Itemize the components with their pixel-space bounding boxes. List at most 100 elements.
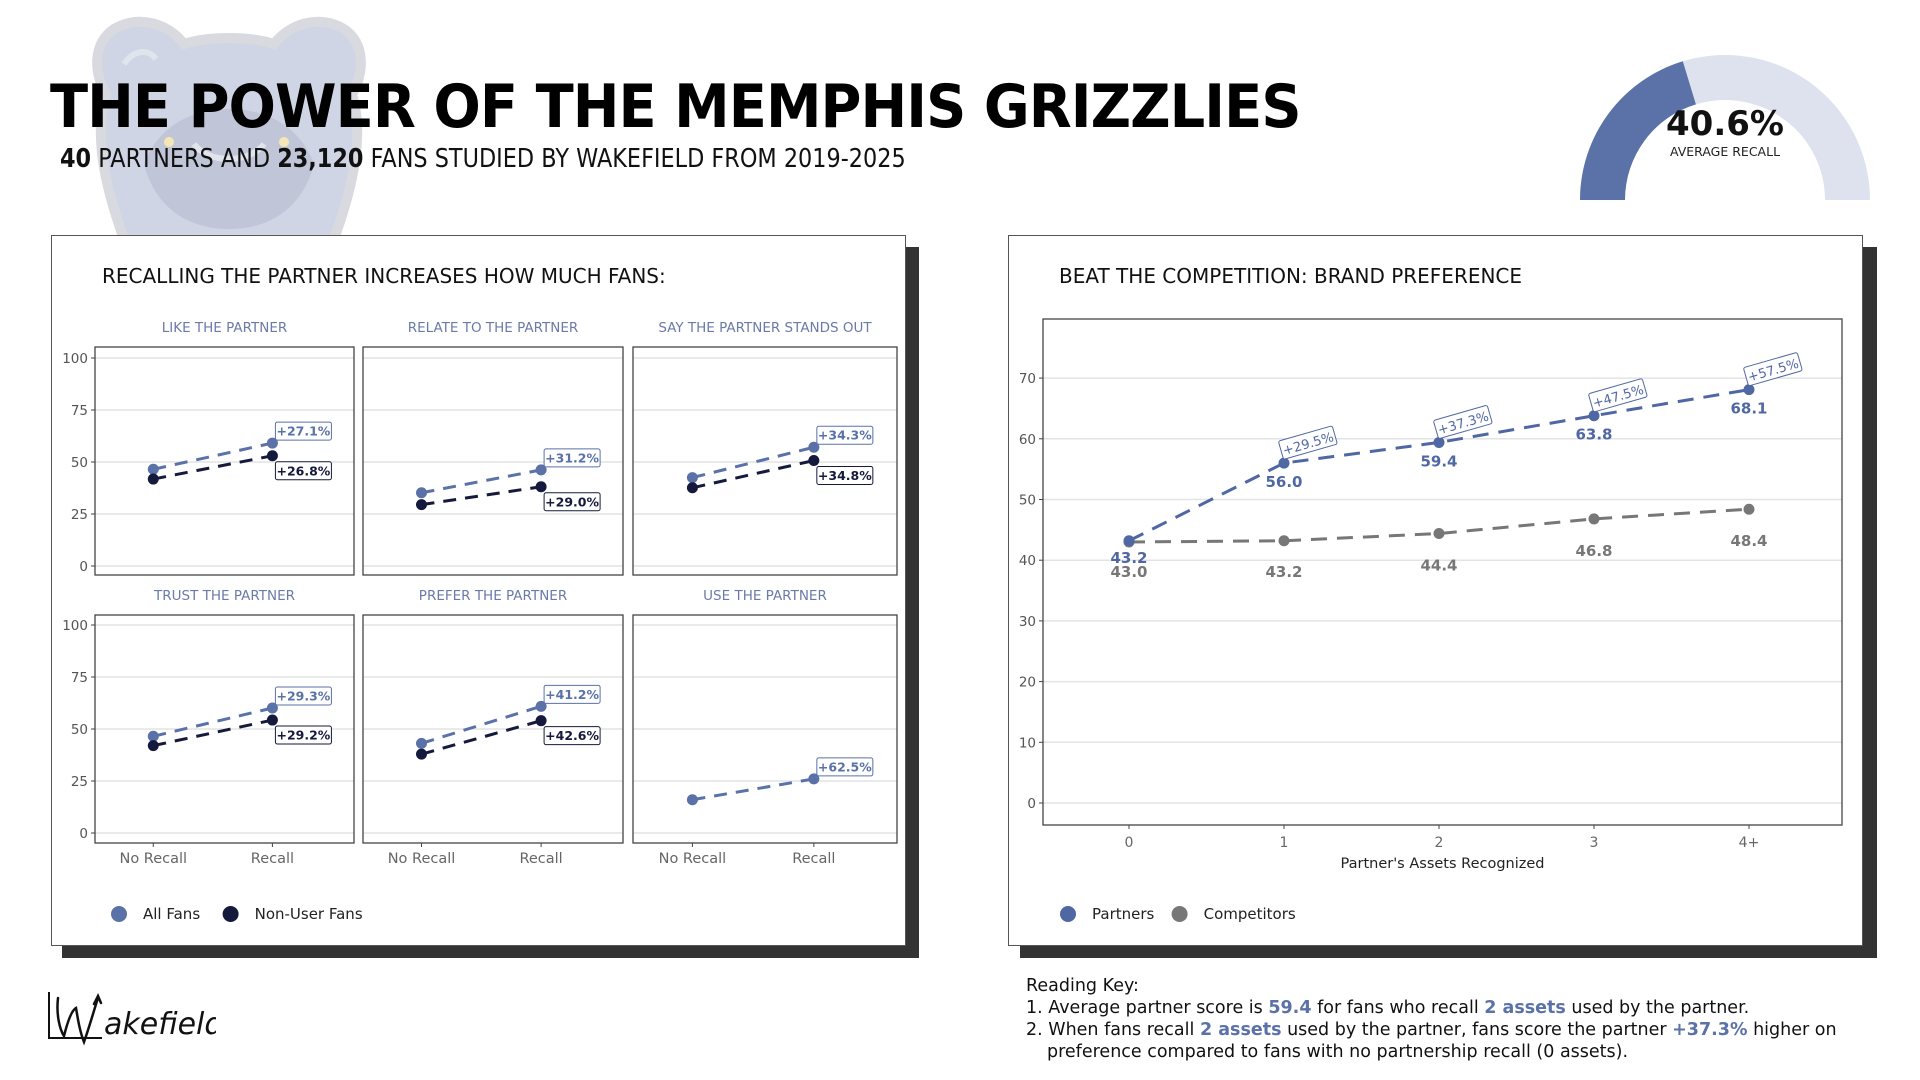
gauge-caption: AVERAGE RECALL bbox=[1670, 144, 1780, 159]
legend-swatch-non_user bbox=[222, 906, 239, 922]
data-point-partners bbox=[1588, 410, 1600, 422]
reading-key-text: 1. Average partner score is bbox=[1026, 998, 1269, 1018]
reading-key-line-2: 2. When fans recall 2 assets used by the… bbox=[1026, 1019, 1837, 1041]
data-point-all_fans bbox=[416, 737, 427, 749]
lift-label-box bbox=[543, 448, 601, 468]
reading-key-highlight: +37.3% bbox=[1672, 1020, 1748, 1040]
facet-frame bbox=[632, 346, 898, 576]
value-label-partners: 68.1 bbox=[1730, 400, 1767, 418]
lift-label: +26.8% bbox=[276, 463, 330, 478]
value-label-partners: 59.4 bbox=[1420, 452, 1457, 470]
y-tick-label: 25 bbox=[71, 774, 88, 790]
reading-key-text: higher on bbox=[1747, 1020, 1837, 1040]
x-tick-label: No Recall bbox=[119, 851, 187, 867]
lift-label-box bbox=[274, 725, 332, 745]
facet-say-the-partner-stands-out: SAY THE PARTNER STANDS OUT +34.3% +34.8% bbox=[632, 320, 898, 576]
y-tick-label: 100 bbox=[62, 351, 88, 367]
data-point-all_fans bbox=[535, 700, 547, 712]
value-label-competitors: 43.0 bbox=[1110, 563, 1147, 581]
y-tick-label: 60 bbox=[1019, 432, 1036, 448]
lift-label-box bbox=[274, 421, 332, 441]
lift-label-box bbox=[1278, 425, 1338, 460]
lift-label-box bbox=[1588, 378, 1648, 413]
facet-title: RELATE TO THE PARTNER bbox=[408, 320, 579, 336]
reading-key: Reading Key: 1. Average partner score is… bbox=[1026, 975, 1837, 1063]
subtitle-text: PARTNERS AND bbox=[91, 144, 278, 174]
lift-label: +27.1% bbox=[276, 424, 330, 439]
data-point-partners bbox=[1278, 457, 1290, 469]
lift-label: +62.5% bbox=[818, 759, 872, 774]
right-panel: BEAT THE COMPETITION: BRAND PREFERENCE bbox=[1008, 235, 1863, 946]
data-point-partners bbox=[1433, 436, 1445, 448]
brand-preference-chart: 0 10 20 30 40 50 60 70 0 1 2 3 4+ Partner's Assets Re… bbox=[1019, 318, 1843, 923]
value-label-partners: 63.8 bbox=[1575, 426, 1612, 444]
data-point-non_user bbox=[266, 450, 278, 462]
average-recall-gauge: 40.6% AVERAGE RECALL bbox=[1580, 55, 1870, 201]
data-point-non_user bbox=[147, 740, 159, 752]
facet-title: TRUST THE PARTNER bbox=[153, 588, 295, 604]
data-point-all_fans bbox=[535, 464, 547, 476]
value-label-partners: 56.0 bbox=[1265, 473, 1302, 491]
lift-label: +29.0% bbox=[545, 494, 599, 509]
data-point-all_fans bbox=[686, 472, 698, 484]
lift-label: +29.2% bbox=[276, 728, 330, 743]
left-panel-title: RECALLING THE PARTNER INCREASES HOW MUCH… bbox=[102, 264, 666, 288]
lift-label: +57.5% bbox=[1743, 352, 1803, 387]
data-point-non_user bbox=[535, 481, 547, 493]
y-tick-label: 10 bbox=[1019, 735, 1036, 751]
reading-key-highlight: 59.4 bbox=[1268, 998, 1312, 1018]
data-point-all_fans bbox=[686, 794, 698, 806]
facet-title: USE THE PARTNER bbox=[703, 588, 827, 604]
y-tick-label: 50 bbox=[71, 722, 88, 738]
grizzly-bear-logo-icon bbox=[92, 16, 366, 239]
data-point-competitors bbox=[1743, 503, 1755, 515]
facet-prefer-the-partner: PREFER THE PARTNER No Recall Recall +41.2% +… bbox=[362, 588, 624, 867]
x-axis-title: Partner's Assets Recognized bbox=[1341, 856, 1545, 872]
reading-key-text: 2. When fans recall bbox=[1026, 1020, 1200, 1040]
lift-label-box bbox=[543, 684, 601, 704]
y-tick-label: 25 bbox=[71, 507, 88, 523]
reading-key-highlight: 2 assets bbox=[1199, 1020, 1282, 1040]
subtitle-stat: 40 bbox=[60, 144, 92, 174]
y-tick-label: 0 bbox=[79, 826, 88, 842]
value-label-competitors: 46.8 bbox=[1575, 542, 1612, 560]
x-tick-label: 0 bbox=[1125, 835, 1134, 851]
lift-label: +29.5% bbox=[1278, 425, 1338, 460]
value-label-competitors: 48.4 bbox=[1730, 532, 1767, 550]
facet-relate-to-the-partner: RELATE TO THE PARTNER +31.2% +29.0% bbox=[362, 320, 624, 576]
y-tick-label: 40 bbox=[1019, 553, 1036, 569]
facet-frame bbox=[632, 614, 898, 844]
data-point-non_user bbox=[266, 714, 278, 726]
x-tick-label: 3 bbox=[1590, 835, 1599, 851]
data-point-all_fans bbox=[147, 463, 159, 475]
y-tick-label: 30 bbox=[1019, 614, 1036, 630]
legend-label: Competitors bbox=[1204, 905, 1296, 923]
gauge-fill bbox=[1580, 61, 1696, 201]
reading-key-line-3: preference compared to fans with no part… bbox=[1047, 1042, 1629, 1062]
facet-frame bbox=[362, 346, 624, 576]
lift-label: +41.2% bbox=[545, 687, 599, 702]
data-point-all_fans bbox=[266, 437, 278, 449]
page-title: THE POWER OF THE MEMPHIS GRIZZLIES bbox=[50, 72, 1302, 142]
data-point-non_user bbox=[686, 482, 698, 494]
legend-label: Partners bbox=[1092, 905, 1155, 923]
y-tick-label: 75 bbox=[71, 670, 88, 686]
legend-swatch-all_fans bbox=[111, 906, 127, 922]
data-point-all_fans bbox=[416, 487, 427, 499]
lift-label-box bbox=[1743, 352, 1803, 387]
data-point-all_fans bbox=[808, 441, 820, 453]
facet-use-the-partner: USE THE PARTNER No Recall Recall +62.5% bbox=[632, 588, 898, 867]
series-line-partners bbox=[1128, 388, 1750, 543]
facet-trust-the-partner: TRUST THE PARTNER 0 25 50 75 100 No Recall Reca… bbox=[62, 588, 355, 867]
lift-label-box bbox=[543, 492, 601, 512]
right-panel-title: BEAT THE COMPETITION: BRAND PREFERENCE bbox=[1059, 264, 1523, 288]
lift-label-box bbox=[274, 461, 332, 481]
y-tick-label: 50 bbox=[1019, 493, 1036, 509]
y-tick-label: 100 bbox=[62, 618, 88, 634]
reading-key-highlight: 2 assets bbox=[1484, 998, 1566, 1018]
plot-frame bbox=[1042, 318, 1843, 826]
data-point-non_user bbox=[808, 455, 820, 467]
data-point-competitors bbox=[1433, 527, 1445, 539]
reading-key-heading: Reading Key: bbox=[1026, 976, 1139, 996]
reading-key-line-1: 1. Average partner score is 59.4 for fan… bbox=[1026, 997, 1837, 1019]
